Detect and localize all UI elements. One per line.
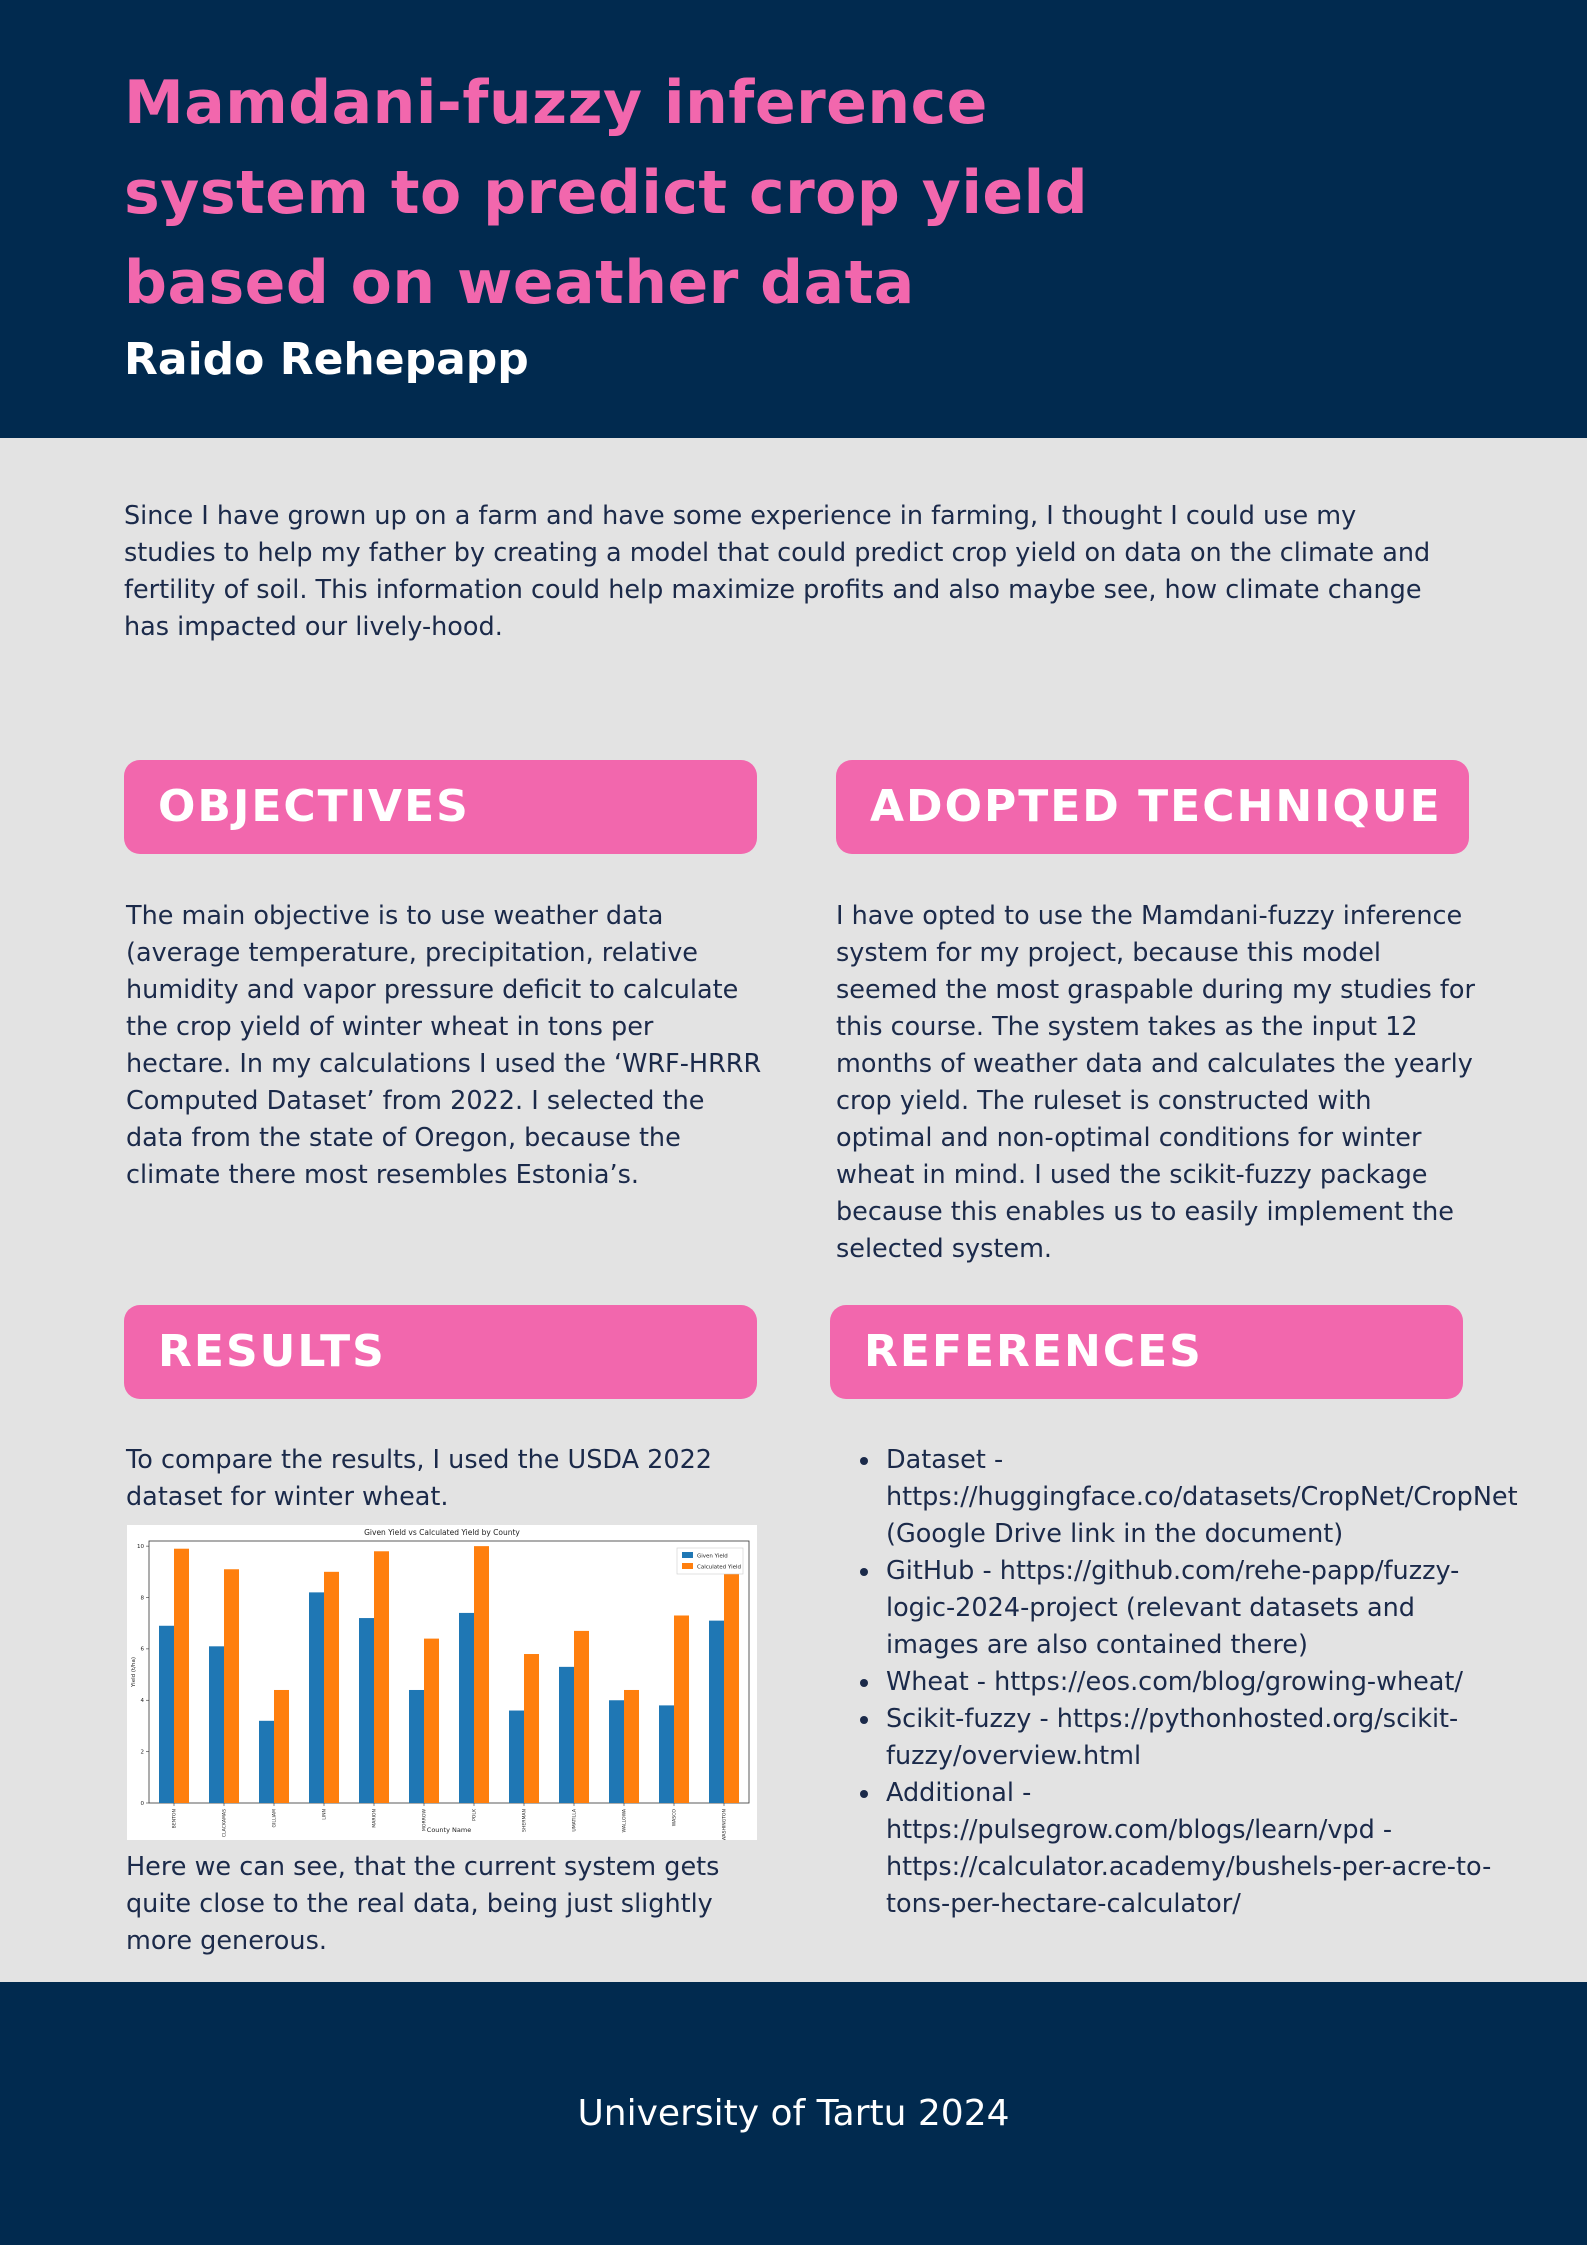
results-heading-box: RESULTS <box>124 1305 757 1399</box>
y-tick-label: 4 <box>141 1698 145 1704</box>
legend-label-given: Given Yield <box>697 1554 728 1560</box>
technique-heading: ADOPTED TECHNIQUE <box>870 781 1442 832</box>
y-axis-label: Yield (t/ha) <box>131 1657 137 1688</box>
bar-given-wasco <box>659 1705 674 1803</box>
legend-label-calculated: Calculated Yield <box>697 1565 741 1571</box>
reference-item-github[interactable]: GitHub - https://github.com/rehe-papp/fu… <box>882 1553 1502 1664</box>
bar-calculated-polk <box>474 1546 489 1803</box>
reference-item-additional[interactable]: Additional - https://pulsegrow.com/blogs… <box>882 1775 1502 1923</box>
references-list: Dataset - https://huggingface.co/dataset… <box>850 1442 1518 1923</box>
author-name: Raido Rehepapp <box>124 334 529 385</box>
header-band: Mamdani-fuzzy inference system to predic… <box>0 0 1587 438</box>
bar-given-wallowa <box>609 1700 624 1803</box>
footer-band <box>0 1982 1587 2245</box>
bar-calculated-washington <box>724 1564 739 1803</box>
bar-given-marion <box>359 1618 374 1803</box>
reference-item-dataset[interactable]: Dataset - https://huggingface.co/dataset… <box>882 1442 1518 1553</box>
results-intro-text: To compare the results, I used the USDA … <box>126 1445 713 1512</box>
yield-chart-svg: Given Yield vs Calculated Yield by Count… <box>131 1528 750 1841</box>
x-tick-label: WALLOWA <box>622 1808 628 1832</box>
objectives-text: The main objective is to use weather dat… <box>126 901 762 1190</box>
technique-heading-box: ADOPTED TECHNIQUE <box>836 760 1469 854</box>
y-tick-label: 10 <box>137 1544 144 1550</box>
bar-calculated-linn <box>324 1571 339 1803</box>
chart-title: Given Yield vs Calculated Yield by Count… <box>364 1528 520 1537</box>
x-tick-label: MORROW <box>422 1809 428 1832</box>
legend-swatch-calculated <box>682 1563 693 1569</box>
results-heading: RESULTS <box>158 1326 386 1377</box>
intro-paragraph: Since I have grown up on a farm and have… <box>124 501 1431 642</box>
technique-text: I have opted to use the Mamdani-fuzzy in… <box>836 901 1475 1264</box>
references-heading: REFERENCES <box>864 1326 1203 1377</box>
poster-title: Mamdani-fuzzy inference system to predic… <box>124 68 1089 318</box>
legend-swatch-given <box>682 1552 693 1558</box>
bar-calculated-sherman <box>524 1654 539 1803</box>
reference-item-wheat[interactable]: Wheat - https://eos.com/blog/growing-whe… <box>882 1664 1502 1701</box>
results-conclusion-text: Here we can see, that the current system… <box>126 1852 720 1956</box>
bar-given-washington <box>709 1620 724 1803</box>
bar-calculated-wasco <box>674 1615 689 1803</box>
objectives-heading: OBJECTIVES <box>158 781 470 832</box>
bar-calculated-umatilla <box>574 1630 589 1803</box>
x-axis-label: County Name <box>427 1826 471 1834</box>
plot-frame <box>148 1540 750 1804</box>
bar-calculated-morrow <box>424 1638 439 1803</box>
bar-calculated-benton <box>174 1548 189 1803</box>
x-tick-label: GILLIAM <box>272 1809 278 1828</box>
bar-given-sherman <box>509 1710 524 1803</box>
bar-given-benton <box>159 1625 174 1803</box>
x-tick-label: CLACKAMAS <box>222 1809 228 1837</box>
x-tick-label: SHERMAN <box>522 1809 528 1832</box>
x-tick-label: BENTON <box>172 1809 178 1828</box>
x-tick-label: WASCO <box>672 1809 678 1827</box>
bar-calculated-wallowa <box>624 1689 639 1803</box>
footer-text: University of Tartu 2024 <box>577 2093 1010 2134</box>
bar-given-polk <box>459 1612 474 1803</box>
x-tick-label: MARION <box>372 1809 378 1828</box>
y-tick-label: 8 <box>141 1595 145 1601</box>
bar-given-linn <box>309 1592 324 1803</box>
bar-given-gilliam <box>259 1720 274 1803</box>
bar-calculated-gilliam <box>274 1689 289 1803</box>
y-tick-label: 0 <box>141 1801 145 1807</box>
objectives-heading-box: OBJECTIVES <box>124 760 757 854</box>
y-tick-label: 2 <box>141 1749 145 1755</box>
x-tick-label: LINN <box>322 1809 328 1820</box>
bar-given-clackamas <box>209 1646 224 1803</box>
bar-calculated-marion <box>374 1551 389 1803</box>
x-tick-label: WASHINGTON <box>722 1809 728 1840</box>
bar-calculated-clackamas <box>224 1569 239 1803</box>
yield-chart: Given Yield vs Calculated Yield by Count… <box>127 1525 757 1841</box>
bar-given-morrow <box>409 1689 424 1803</box>
references-heading-box: REFERENCES <box>830 1305 1463 1399</box>
x-tick-label: UMATILLA <box>572 1808 578 1831</box>
x-tick-label: POLK <box>472 1808 478 1821</box>
bar-given-umatilla <box>559 1666 574 1803</box>
y-tick-label: 6 <box>141 1647 145 1653</box>
reference-item-scikit-fuzzy[interactable]: Scikit-fuzzy - https://pythonhosted.org/… <box>882 1701 1502 1775</box>
